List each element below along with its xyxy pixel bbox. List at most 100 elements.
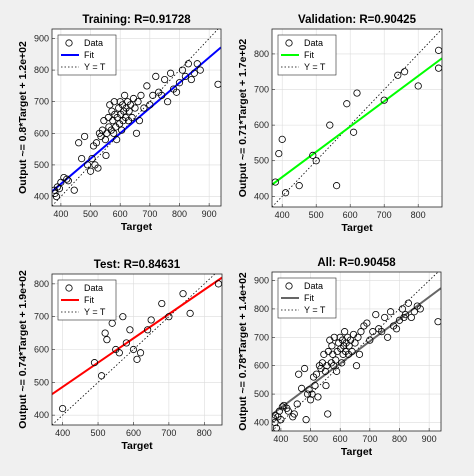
fit-line [52, 276, 222, 396]
x-tick-label: 600 [333, 434, 348, 444]
data-point [303, 390, 312, 398]
test-title: Test: R=0.84631 [94, 259, 181, 271]
data-point [380, 96, 388, 104]
data-point [302, 416, 310, 424]
data-point [398, 305, 407, 313]
identity-line [272, 29, 442, 207]
y-tick-label: 400 [34, 410, 49, 420]
data-point [110, 98, 118, 106]
data-point [363, 319, 371, 327]
data-point [278, 403, 286, 411]
data-point [140, 104, 148, 112]
data-point [152, 72, 160, 81]
all-plot-content [272, 272, 441, 431]
x-tick-label: 500 [303, 434, 318, 444]
x-tick-label: 800 [197, 428, 212, 438]
y-tick-label: 900 [34, 33, 49, 43]
y-tick-label: 700 [254, 332, 269, 342]
data-point [324, 410, 332, 418]
data-point [278, 135, 286, 143]
data-point [328, 342, 336, 350]
data-point [97, 372, 106, 380]
data-point [400, 68, 409, 76]
data-point [386, 308, 395, 316]
data-point [88, 154, 96, 163]
data-point [401, 310, 410, 319]
legend-data-label: Data [304, 281, 323, 291]
data-point [348, 347, 356, 356]
data-point [312, 370, 321, 378]
data-point [326, 121, 334, 129]
legend-data-label: Data [84, 283, 103, 293]
x-tick-label: 400 [55, 428, 70, 438]
data-point [332, 182, 341, 190]
x-tick-label: 700 [377, 210, 392, 220]
data-point [161, 75, 169, 84]
data-point [284, 407, 292, 415]
data-point [321, 367, 329, 375]
data-point [369, 328, 377, 336]
data-point [110, 129, 118, 137]
x-tick-label: 800 [392, 434, 407, 444]
data-point [165, 313, 173, 321]
test-panel: 400 500 600 700 800 400 500 600 700 800 Test: R=0.… [17, 259, 223, 452]
data-point [172, 88, 181, 96]
y-tick-label: 800 [254, 49, 269, 59]
data-point [309, 151, 317, 159]
x-tick-label: 600 [126, 428, 141, 438]
y-tick-label: 700 [34, 312, 49, 322]
legend-fit-label: Fit [84, 50, 94, 60]
y-tick-label: 600 [254, 361, 269, 371]
legend-data-marker [65, 39, 73, 47]
x-tick-label: 500 [83, 209, 98, 219]
data-point [102, 151, 110, 160]
data-point [311, 381, 319, 390]
data-point [121, 91, 129, 99]
data-point [322, 381, 330, 390]
x-tick-label: 400 [275, 210, 290, 220]
x-tick-label: 400 [53, 209, 68, 219]
data-point [135, 117, 144, 125]
test-y-axis-label: Output ~= 0.74*Target + 1.9e+02 [17, 270, 29, 429]
legend-identity-label: Y = T [84, 307, 106, 317]
x-tick-label: 500 [309, 210, 324, 220]
test-axes-box [51, 273, 223, 426]
training-plot-content [52, 29, 221, 206]
data-point [122, 339, 130, 347]
data-point [134, 98, 142, 106]
data-point [137, 91, 145, 99]
data-point [83, 161, 92, 169]
y-tick-label: 500 [34, 377, 49, 387]
training-title: Training: R=0.91728 [82, 14, 191, 26]
test-x-axis-label: Target [121, 440, 153, 452]
data-point [131, 104, 139, 112]
data-point [381, 313, 389, 322]
all-y-axis-label: Output ~= 0.78*Target + 1.4e+02 [237, 272, 249, 431]
test-legend: Data Fit Y = T [57, 279, 117, 321]
validation-y-axis-label: Output ~= 0.71*Target + 1.7e+02 [237, 39, 249, 198]
data-point [184, 60, 192, 68]
data-point [196, 66, 204, 74]
data-point [175, 79, 184, 87]
data-point [133, 355, 141, 363]
x-tick-label: 600 [113, 209, 128, 219]
data-point [404, 299, 412, 307]
data-point [333, 367, 341, 375]
data-point [290, 410, 298, 418]
data-point [353, 89, 361, 97]
y-tick-label: 500 [254, 156, 269, 166]
data-point [101, 329, 109, 337]
data-point [158, 91, 166, 99]
identity-line [52, 274, 216, 425]
x-tick-label: 900 [202, 209, 217, 219]
data-point [187, 75, 195, 84]
data-point [298, 384, 306, 393]
data-point [115, 349, 123, 357]
data-point [186, 309, 194, 317]
y-tick-label: 900 [254, 276, 269, 286]
all-title: All: R=0.90458 [317, 257, 396, 269]
data-point [64, 177, 72, 185]
data-point [53, 183, 61, 191]
data-point [164, 98, 172, 106]
validation-title: Validation: R=0.90425 [298, 14, 417, 26]
